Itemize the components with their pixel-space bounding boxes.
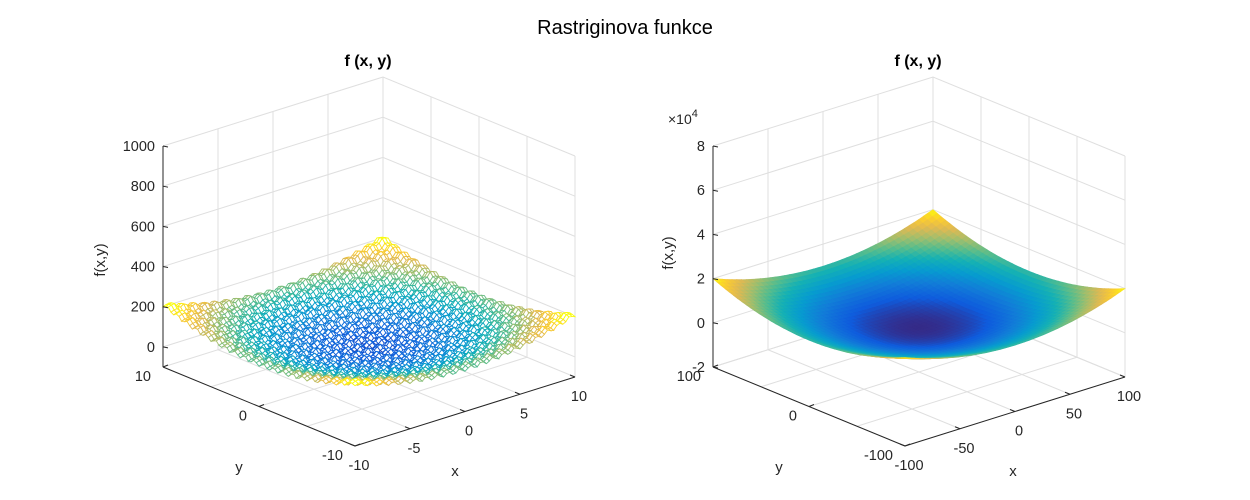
grid-line-y-minor [306,136,528,427]
grid-line-z [162,156,576,237]
grid-line-z [162,76,576,157]
grid-line-z [162,116,576,197]
plot-left-surface [161,236,577,387]
figure-title: Rastriginova funkce [537,17,713,39]
